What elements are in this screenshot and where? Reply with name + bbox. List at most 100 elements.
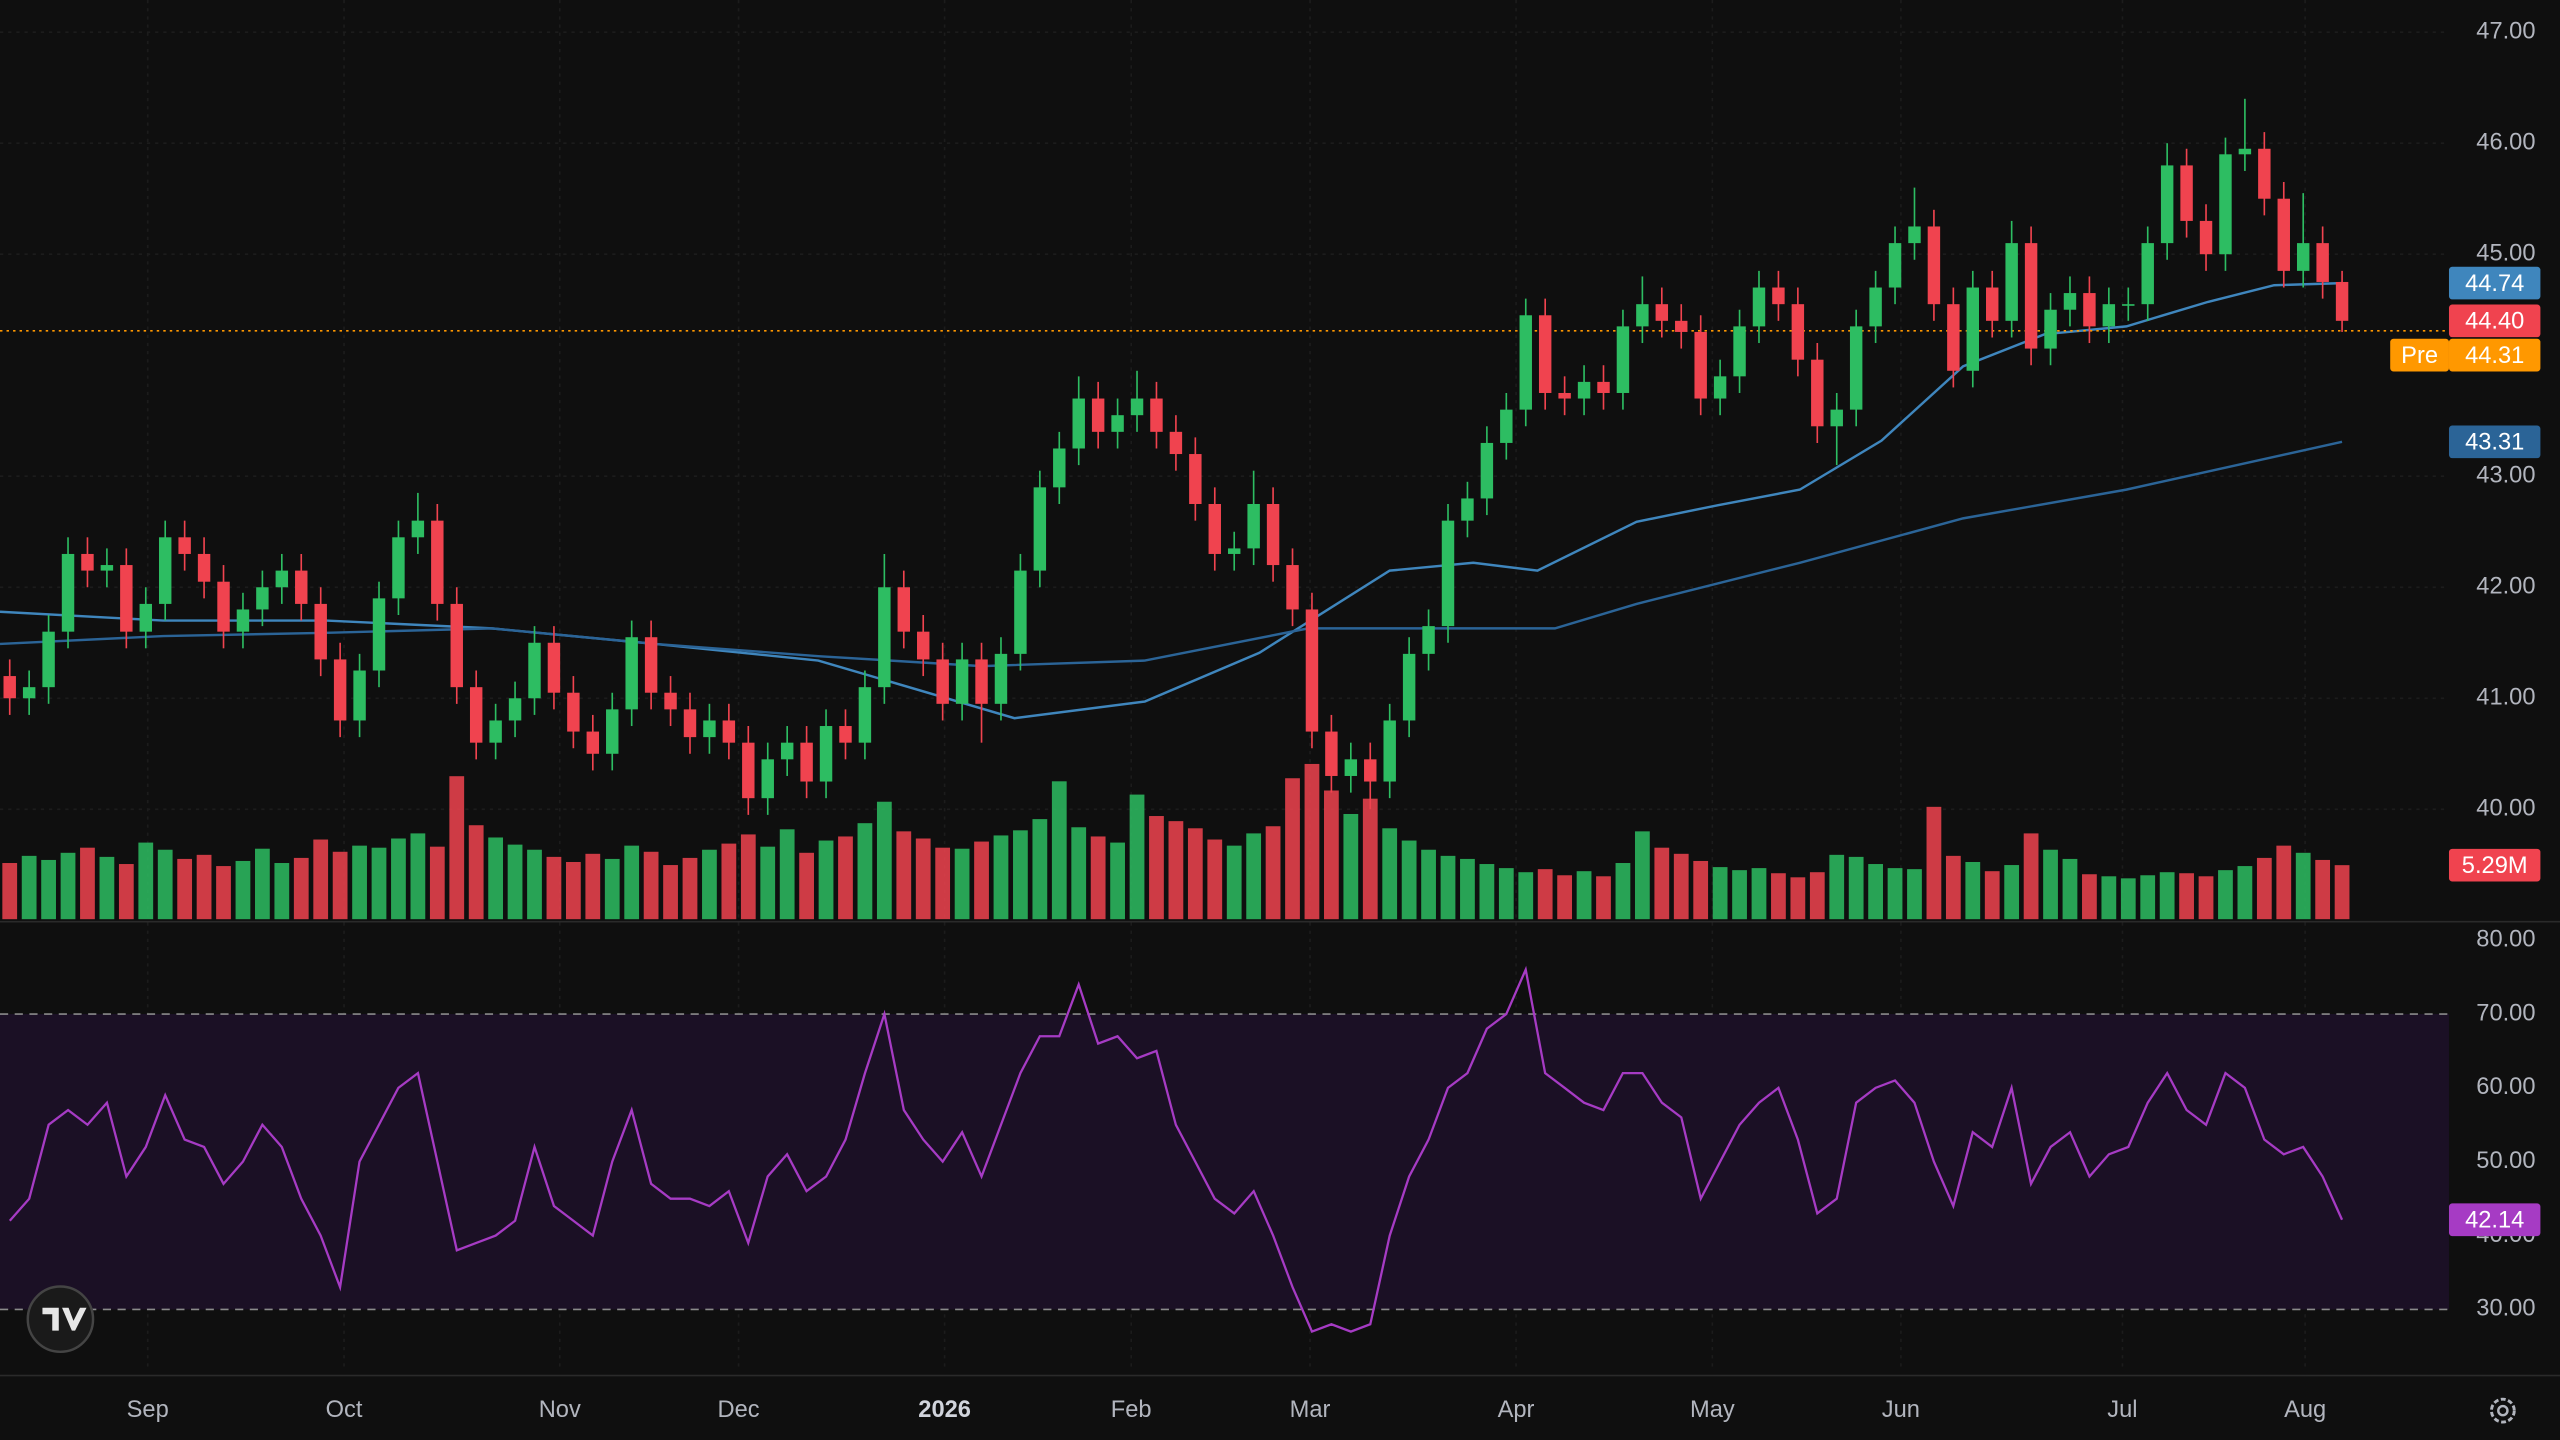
candle-body xyxy=(586,731,600,754)
volume-label: 5.29M xyxy=(2462,853,2528,879)
volume-bar xyxy=(799,852,814,920)
candle-body xyxy=(197,553,211,582)
rsi-band xyxy=(0,1014,2449,1310)
volume-bar xyxy=(468,825,484,920)
candle-body xyxy=(1713,376,1727,399)
volume-bar xyxy=(410,833,426,920)
volume-bar xyxy=(488,837,504,920)
moving-average-line xyxy=(0,440,2343,668)
candle-body xyxy=(1966,287,1980,371)
volume-bar xyxy=(2,863,18,920)
candle-body xyxy=(819,726,833,782)
candle-body xyxy=(780,742,794,760)
candle-body xyxy=(1169,431,1183,455)
x-tick-label: Sep xyxy=(127,1397,169,1423)
volume-bar xyxy=(1576,871,1592,920)
candle-body xyxy=(742,742,755,799)
candle-body xyxy=(469,687,483,743)
candle-body xyxy=(1053,448,1066,488)
candle-body xyxy=(1189,454,1202,504)
candle-body xyxy=(1208,503,1221,554)
candle-body xyxy=(353,670,366,721)
volume-bar xyxy=(1187,828,1203,920)
volume-bar xyxy=(2218,870,2233,920)
candle-body xyxy=(2083,293,2096,327)
y-tick-label: 42.00 xyxy=(2476,574,2535,600)
volume-bar xyxy=(2140,875,2156,920)
volume-bar xyxy=(1790,877,1806,920)
candle-body xyxy=(489,720,502,743)
volume-bar xyxy=(1285,778,1300,920)
volume-bar xyxy=(2120,878,2136,920)
candle-body xyxy=(1441,520,1455,627)
volume-bar xyxy=(1615,863,1631,920)
candle-body xyxy=(1772,287,1785,305)
volume-bar xyxy=(1945,855,1961,920)
candle-body xyxy=(295,570,308,604)
candle-body xyxy=(314,603,327,660)
volume-bar xyxy=(915,838,931,920)
volume-bar xyxy=(1246,833,1262,920)
volume-bar xyxy=(2023,833,2039,920)
candle-body xyxy=(2063,293,2077,310)
candle-body xyxy=(1091,398,1105,432)
candle-body xyxy=(2219,154,2232,255)
volume-bar xyxy=(2043,849,2058,920)
candle-body xyxy=(722,720,736,743)
volume-bar xyxy=(1537,869,1553,920)
premarket-name: Pre xyxy=(2401,343,2438,369)
volume-bar xyxy=(429,846,445,920)
volume-bar xyxy=(1732,870,1747,920)
settings-button[interactable] xyxy=(2489,1397,2516,1424)
volume-bar xyxy=(1110,842,1125,920)
volume-bar xyxy=(2334,865,2350,920)
volume-bar xyxy=(721,843,737,920)
volume-bar xyxy=(1557,875,1573,920)
candle-body xyxy=(1325,731,1338,776)
candle-body xyxy=(975,659,988,704)
volume-bar xyxy=(663,865,678,920)
candle-body xyxy=(2277,198,2290,271)
volume-bar xyxy=(157,849,173,920)
candle-body xyxy=(22,687,36,699)
volume-bar xyxy=(838,836,853,920)
x-tick-label: Dec xyxy=(718,1397,760,1423)
candle-body xyxy=(431,520,444,604)
volume-bar xyxy=(1926,806,1942,920)
volume-bar xyxy=(1207,839,1223,920)
candle-body xyxy=(2258,148,2271,199)
volume-bar xyxy=(1440,855,1456,920)
x-tick-label: Feb xyxy=(1111,1397,1152,1423)
volume-bar xyxy=(1868,864,1883,920)
volume-bar xyxy=(993,835,1009,920)
candle-body xyxy=(508,698,522,721)
candle-body xyxy=(42,631,55,688)
candle-body xyxy=(1227,548,1241,554)
candle-body xyxy=(1014,570,1027,654)
x-tick-label: Jul xyxy=(2107,1397,2137,1423)
volume-bar xyxy=(1829,854,1845,920)
volume-bar xyxy=(352,845,367,920)
x-tick-label: May xyxy=(1690,1397,1735,1423)
candle-body xyxy=(955,659,969,704)
rsi-tick-label: 60.00 xyxy=(2476,1074,2535,1100)
y-tick-label: 41.00 xyxy=(2476,685,2535,711)
volume-bar xyxy=(954,848,970,920)
candle-body xyxy=(625,637,638,710)
rsi-line xyxy=(8,965,2344,1334)
volume-bar xyxy=(60,852,76,920)
volume-bar xyxy=(196,854,212,920)
candle-body xyxy=(800,742,813,782)
volume-bar xyxy=(1401,840,1417,920)
volume-bar xyxy=(2198,876,2214,920)
volume-bar xyxy=(935,847,951,920)
logo xyxy=(26,1285,95,1354)
candle-body xyxy=(1480,442,1494,499)
candle-body xyxy=(1577,381,1591,399)
volume-bar xyxy=(1984,871,2000,920)
candle-body xyxy=(1266,503,1280,566)
volume-bar xyxy=(896,831,912,920)
candle-body xyxy=(897,587,911,632)
candle-body xyxy=(567,692,580,732)
